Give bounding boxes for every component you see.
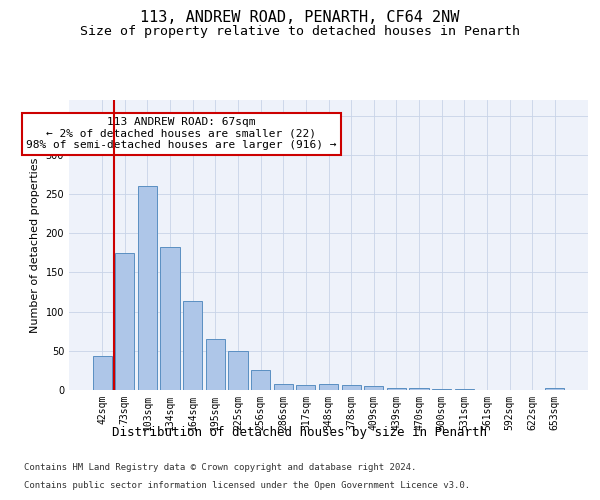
Bar bbox=[387, 388, 406, 390]
Text: Contains public sector information licensed under the Open Government Licence v3: Contains public sector information licen… bbox=[24, 480, 470, 490]
Bar bbox=[296, 386, 316, 390]
Bar bbox=[409, 388, 428, 390]
Bar bbox=[115, 253, 134, 390]
Bar bbox=[206, 339, 225, 390]
Bar bbox=[229, 351, 248, 390]
Y-axis label: Number of detached properties: Number of detached properties bbox=[30, 158, 40, 332]
Text: Distribution of detached houses by size in Penarth: Distribution of detached houses by size … bbox=[113, 426, 487, 439]
Bar bbox=[183, 302, 202, 390]
Text: Size of property relative to detached houses in Penarth: Size of property relative to detached ho… bbox=[80, 24, 520, 38]
Bar bbox=[251, 370, 270, 390]
Bar bbox=[364, 386, 383, 390]
Bar bbox=[455, 389, 474, 390]
Text: 113, ANDREW ROAD, PENARTH, CF64 2NW: 113, ANDREW ROAD, PENARTH, CF64 2NW bbox=[140, 10, 460, 25]
Bar bbox=[274, 384, 293, 390]
Bar bbox=[160, 246, 180, 390]
Bar bbox=[545, 388, 565, 390]
Text: 113 ANDREW ROAD: 67sqm
← 2% of detached houses are smaller (22)
98% of semi-deta: 113 ANDREW ROAD: 67sqm ← 2% of detached … bbox=[26, 117, 337, 150]
Bar bbox=[319, 384, 338, 390]
Bar bbox=[138, 186, 157, 390]
Bar bbox=[432, 389, 451, 390]
Bar bbox=[341, 384, 361, 390]
Bar bbox=[92, 356, 112, 390]
Text: Contains HM Land Registry data © Crown copyright and database right 2024.: Contains HM Land Registry data © Crown c… bbox=[24, 463, 416, 472]
